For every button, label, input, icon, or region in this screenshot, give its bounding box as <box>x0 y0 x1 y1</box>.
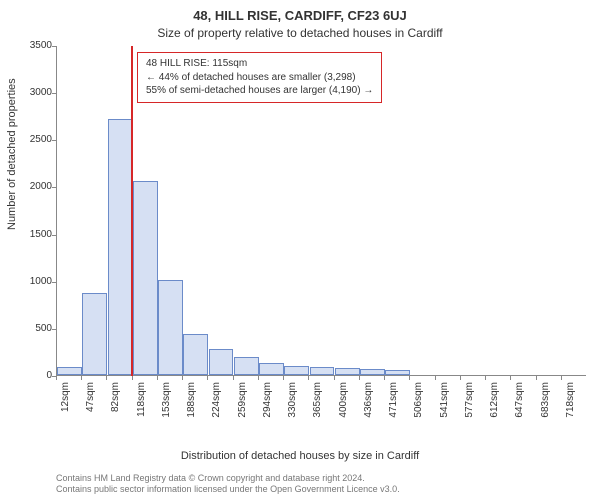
y-tick-mark <box>52 329 56 330</box>
x-tick-label: 718sqm <box>565 382 576 426</box>
x-tick-label: 118sqm <box>136 382 147 426</box>
x-tick-mark <box>384 376 385 380</box>
y-tick-label: 1500 <box>12 229 52 240</box>
histogram-bar <box>57 367 82 375</box>
histogram-bar <box>108 119 133 375</box>
annotation-line-2: ← 44% of detached houses are smaller (3,… <box>146 71 373 85</box>
title-main: 48, HILL RISE, CARDIFF, CF23 6UJ <box>0 8 600 23</box>
x-tick-mark <box>132 376 133 380</box>
x-tick-label: 400sqm <box>338 382 349 426</box>
footer-line-1: Contains HM Land Registry data © Crown c… <box>56 473 400 485</box>
histogram-bar <box>310 367 335 375</box>
y-tick-label: 2000 <box>12 181 52 192</box>
x-tick-label: 647sqm <box>514 382 525 426</box>
x-tick-label: 12sqm <box>60 382 71 426</box>
x-tick-mark <box>56 376 57 380</box>
x-tick-mark <box>485 376 486 380</box>
annotation-line-3: 55% of semi-detached houses are larger (… <box>146 84 373 98</box>
y-tick-mark <box>52 140 56 141</box>
x-tick-label: 224sqm <box>211 382 222 426</box>
x-tick-label: 294sqm <box>262 382 273 426</box>
y-tick-label: 3500 <box>12 40 52 51</box>
histogram-bar <box>335 368 360 375</box>
x-tick-mark <box>561 376 562 380</box>
x-tick-label: 259sqm <box>237 382 248 426</box>
y-axis-label: Number of detached properties <box>6 78 18 230</box>
histogram-bar <box>259 363 284 375</box>
x-tick-mark <box>359 376 360 380</box>
y-tick-mark <box>52 282 56 283</box>
x-tick-mark <box>283 376 284 380</box>
y-tick-mark <box>52 46 56 47</box>
annotation-line-1: 48 HILL RISE: 115sqm <box>146 57 373 71</box>
x-tick-label: 365sqm <box>312 382 323 426</box>
x-tick-label: 541sqm <box>439 382 450 426</box>
histogram-bar <box>284 366 309 375</box>
x-tick-label: 683sqm <box>540 382 551 426</box>
x-tick-label: 506sqm <box>413 382 424 426</box>
x-tick-mark <box>460 376 461 380</box>
y-tick-label: 2500 <box>12 134 52 145</box>
y-tick-label: 500 <box>12 323 52 334</box>
footer-attribution: Contains HM Land Registry data © Crown c… <box>56 473 400 496</box>
histogram-bar <box>360 369 385 375</box>
x-tick-mark <box>182 376 183 380</box>
y-tick-mark <box>52 187 56 188</box>
x-tick-label: 153sqm <box>161 382 172 426</box>
annotation-box: 48 HILL RISE: 115sqm ← 44% of detached h… <box>137 52 382 103</box>
x-tick-mark <box>106 376 107 380</box>
x-tick-label: 47sqm <box>85 382 96 426</box>
histogram-bar <box>183 334 208 375</box>
x-tick-mark <box>334 376 335 380</box>
histogram-bar <box>209 349 234 375</box>
x-tick-mark <box>157 376 158 380</box>
histogram-bar <box>82 293 107 375</box>
footer-line-2: Contains public sector information licen… <box>56 484 400 496</box>
marker-line <box>131 46 133 376</box>
y-tick-mark <box>52 93 56 94</box>
plot-area: 48 HILL RISE: 115sqm ← 44% of detached h… <box>56 46 586 376</box>
x-tick-label: 471sqm <box>388 382 399 426</box>
title-sub: Size of property relative to detached ho… <box>0 26 600 40</box>
y-tick-mark <box>52 235 56 236</box>
histogram-bar <box>385 370 410 375</box>
x-tick-label: 82sqm <box>110 382 121 426</box>
x-tick-mark <box>81 376 82 380</box>
x-tick-label: 577sqm <box>464 382 475 426</box>
y-tick-label: 1000 <box>12 276 52 287</box>
x-tick-mark <box>308 376 309 380</box>
x-tick-mark <box>207 376 208 380</box>
x-tick-mark <box>435 376 436 380</box>
x-tick-mark <box>510 376 511 380</box>
x-tick-mark <box>409 376 410 380</box>
x-tick-mark <box>258 376 259 380</box>
x-axis-label: Distribution of detached houses by size … <box>0 450 600 462</box>
x-tick-label: 436sqm <box>363 382 374 426</box>
chart-container: 48, HILL RISE, CARDIFF, CF23 6UJ Size of… <box>0 0 600 500</box>
histogram-bar <box>158 280 183 375</box>
histogram-bar <box>234 357 259 375</box>
y-tick-label: 0 <box>12 370 52 381</box>
histogram-bar <box>133 181 158 375</box>
x-tick-label: 188sqm <box>186 382 197 426</box>
x-tick-mark <box>536 376 537 380</box>
x-tick-label: 330sqm <box>287 382 298 426</box>
y-tick-label: 3000 <box>12 87 52 98</box>
x-tick-mark <box>233 376 234 380</box>
x-tick-label: 612sqm <box>489 382 500 426</box>
